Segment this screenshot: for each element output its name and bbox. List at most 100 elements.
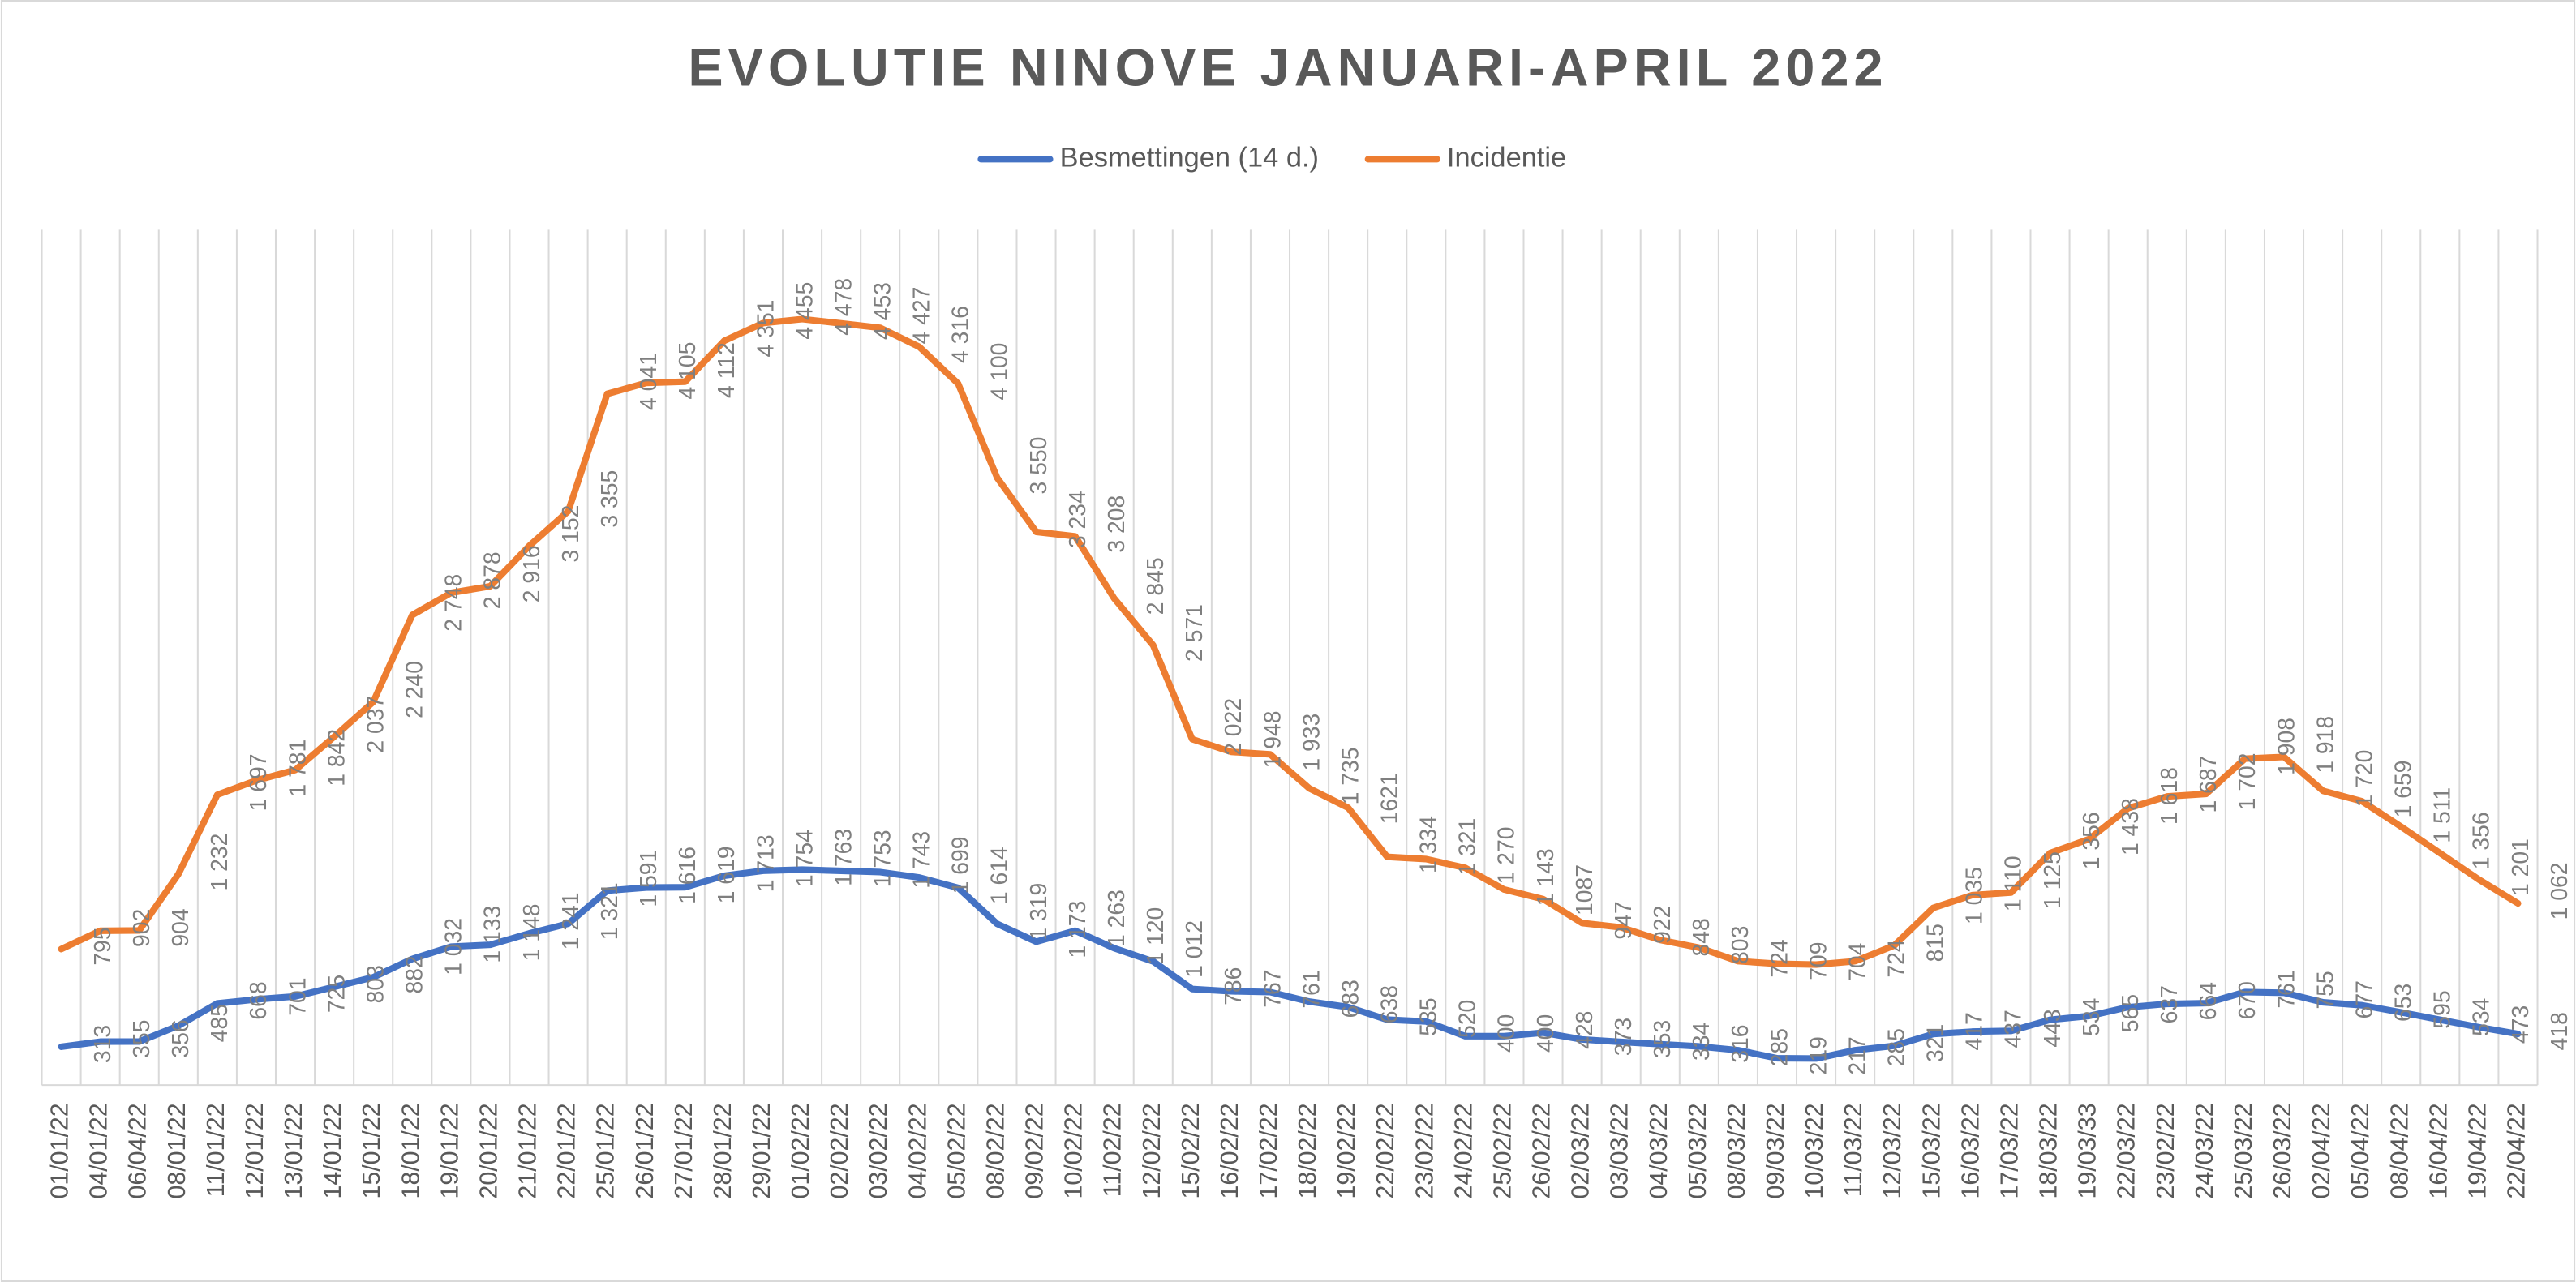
data-label: 373: [1611, 1018, 1637, 1056]
data-label: 4 112: [714, 342, 740, 398]
data-label: 355: [129, 1020, 155, 1058]
data-label: 4 100: [987, 343, 1013, 401]
x-tick-label: 12/02/22: [1139, 1103, 1166, 1198]
x-tick-label: 08/04/22: [2386, 1103, 2413, 1198]
data-label: 321: [1923, 1024, 1949, 1062]
x-tick-label: 10/03/22: [1801, 1103, 1828, 1198]
x-tick-label: 29/01/22: [749, 1103, 775, 1198]
data-label: 922: [1650, 906, 1676, 944]
data-label: 437: [2001, 1010, 2027, 1048]
data-label: 1 232: [207, 834, 233, 891]
data-label: 795: [90, 927, 116, 965]
x-tick-label: 17/02/22: [1256, 1103, 1282, 1198]
data-label: 1 032: [441, 918, 467, 975]
x-tick-label: 08/01/22: [164, 1103, 191, 1198]
data-label: 1 511: [2430, 787, 2456, 843]
x-tick-label: 22/01/22: [554, 1103, 581, 1198]
data-label: 1 754: [792, 830, 818, 887]
x-tick-label: 14/01/22: [320, 1103, 346, 1198]
x-tick-label: 06/04/22: [125, 1103, 152, 1198]
data-label: 1 619: [714, 847, 740, 904]
data-label: 400: [1494, 1014, 1520, 1053]
data-label: 2 022: [1221, 698, 1247, 756]
data-label: 1 614: [987, 847, 1013, 904]
data-label: 334: [1689, 1023, 1715, 1061]
x-tick-label: 11/01/22: [203, 1103, 230, 1197]
x-tick-label: 05/04/22: [2347, 1103, 2374, 1198]
data-label: 1 702: [2235, 752, 2260, 810]
data-label: 4 455: [792, 282, 818, 340]
x-tick-label: 04/01/22: [86, 1103, 113, 1198]
x-tick-label: 16/04/22: [2425, 1103, 2452, 1198]
data-label: 1 120: [1143, 907, 1169, 965]
data-label: 653: [2391, 984, 2417, 1022]
x-tick-label: 02/02/22: [826, 1103, 853, 1198]
data-label: 3 208: [1104, 495, 1130, 553]
x-tick-label: 16/03/22: [1957, 1103, 1984, 1198]
data-label: 316: [1728, 1024, 1754, 1062]
data-label: 683: [1337, 980, 1363, 1018]
x-tick-label: 25/02/22: [1489, 1103, 1516, 1198]
data-label: 417: [1962, 1012, 1988, 1050]
x-tick-label: 04/02/22: [904, 1103, 931, 1198]
x-tick-label: 19/03/33: [2075, 1103, 2102, 1198]
x-tick-label: 09/03/22: [1762, 1103, 1789, 1198]
x-tick-label: 08/02/22: [982, 1103, 1009, 1198]
series-line: [58, 315, 2522, 968]
data-label: 428: [1572, 1011, 1598, 1049]
data-label: 1 781: [285, 740, 311, 797]
data-label: 1 842: [324, 729, 350, 787]
x-tick-label: 15/03/22: [1918, 1103, 1945, 1198]
data-label: 1 133: [480, 906, 506, 963]
data-label: 848: [1689, 918, 1715, 956]
data-label: 704: [1844, 943, 1870, 981]
x-tick-label: 19/04/22: [2464, 1103, 2491, 1198]
data-label: 1 110: [2001, 855, 2027, 911]
data-label: 3 550: [1026, 437, 1052, 495]
data-label: 353: [1650, 1020, 1676, 1058]
x-tick-label: 03/03/22: [1607, 1103, 1634, 1198]
data-label: 947: [1611, 901, 1637, 939]
x-tick-label: 26/01/22: [632, 1103, 659, 1198]
data-label: 724: [1767, 939, 1792, 977]
x-tick-label: 20/01/22: [475, 1103, 502, 1198]
data-label: 1 918: [2312, 716, 2338, 774]
data-label: 1 687: [2196, 756, 2222, 813]
x-tick-label: 23/02/22: [2153, 1103, 2179, 1198]
data-label: 2 916: [519, 545, 545, 602]
data-label: 1 591: [636, 850, 662, 907]
data-label: 473: [2508, 1005, 2534, 1044]
data-label: 637: [2157, 985, 2183, 1023]
data-label: 565: [2118, 994, 2144, 1032]
x-tick-label: 22/04/22: [2503, 1103, 2530, 1198]
data-label: 902: [129, 909, 155, 947]
data-label: 1 012: [1182, 920, 1208, 978]
data-label: 1 319: [1026, 883, 1052, 941]
data-label: 1 270: [1494, 827, 1520, 885]
data-label: 285: [1884, 1028, 1910, 1066]
data-label: 4 316: [948, 306, 974, 363]
data-label: 725: [324, 975, 350, 1013]
data-label: 485: [207, 1004, 233, 1042]
data-label: 2 240: [402, 661, 428, 718]
data-label: 1 763: [831, 829, 857, 886]
x-tick-label: 28/01/22: [710, 1103, 736, 1198]
x-tick-label: 18/02/22: [1294, 1103, 1321, 1198]
data-label: 1 438: [2118, 798, 2144, 855]
data-label: 4 427: [909, 287, 935, 345]
x-tick-label: 02/04/22: [2308, 1103, 2335, 1198]
data-label: 535: [1416, 997, 1442, 1035]
data-label: 1 753: [869, 830, 895, 887]
data-label: 1 948: [1260, 711, 1286, 769]
data-label: 1 697: [246, 753, 272, 811]
x-tick-label: 15/01/22: [358, 1103, 385, 1198]
x-tick-label: 01/01/22: [47, 1103, 74, 1198]
data-label: 786: [1221, 967, 1247, 1005]
data-label: 1 743: [909, 831, 935, 889]
data-label: 2 845: [1143, 557, 1169, 615]
x-tick-label: 19/02/22: [1333, 1103, 1360, 1198]
data-label: 400: [1533, 1014, 1559, 1053]
data-label: 701: [285, 977, 311, 1015]
